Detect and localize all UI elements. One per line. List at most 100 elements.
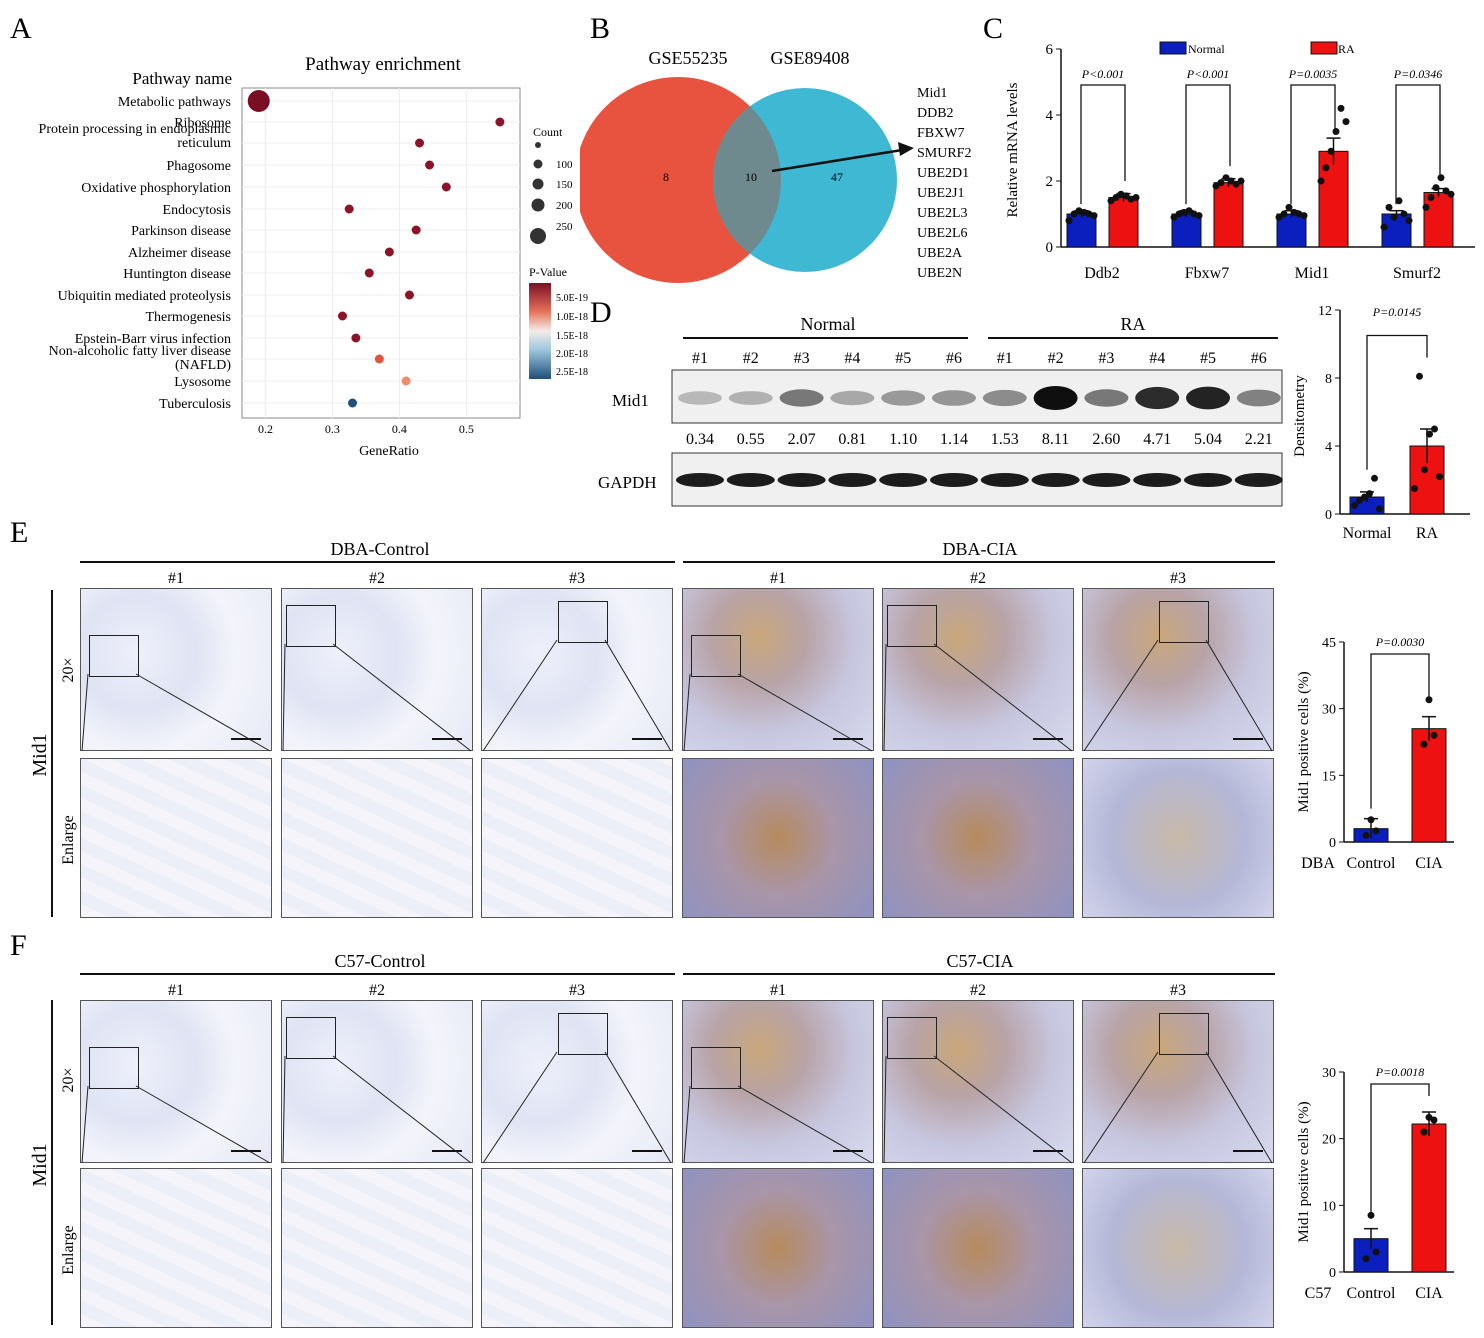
f-tile-enlarge [882,1168,1074,1328]
data-point [1420,1128,1428,1136]
gapdh-band [879,473,928,487]
y-tick-label: 15 [1322,769,1336,784]
mid1-band [1084,389,1129,407]
f-tile-20x [481,1000,673,1163]
bar [1411,1123,1447,1273]
e-zoom-box [1159,601,1209,643]
data-point [1132,194,1140,201]
f-chart-ylabel: Mid1 positive cells (%) [1296,1101,1312,1242]
blot-value: 1.10 [889,431,917,448]
e-group-control: DBA-Control [331,539,430,559]
e-row-label-mid1: Mid1 [29,733,51,776]
blot-lane-label: #6 [946,350,962,367]
data-point [1411,485,1418,492]
f-zoom-box [691,1047,741,1089]
e-tile-20x [882,588,1074,751]
venn-overlap [713,88,781,272]
f-tile-20x [1082,1000,1274,1163]
a-pathway-dot [364,268,374,278]
count-legend-dot-200 [531,198,545,212]
a-xtick: 0.2 [258,422,273,436]
f-row-enlarge: Enlarge [60,1225,77,1274]
blot-value: 2.60 [1092,431,1120,448]
data-point [1426,430,1433,438]
pvalue-legend-0: 5.0E-19 [556,293,588,304]
legend-ra-swatch [1310,41,1338,55]
count-legend-200: 200 [556,200,573,212]
a-pathway-label: Lysosome [174,375,231,390]
data-point [1400,210,1408,218]
venn-set2-label: GSE89408 [770,48,849,68]
f-scale-bar [432,1150,462,1152]
gapdh-band [726,473,775,487]
blot-value: 0.55 [737,431,765,448]
blot-lane-label: #1 [997,350,1013,367]
data-point [1395,197,1403,205]
legend-normal-label: Normal [1188,42,1225,56]
data-point [1122,192,1130,200]
f-chart-category: Control [1347,1285,1396,1302]
data-point [1107,197,1115,205]
f-tile-enlarge [281,1168,473,1328]
y-tick-label: 30 [1322,703,1336,718]
c-category-label: Ddb2 [1084,265,1120,282]
b-gene-label: FBXW7 [917,126,964,141]
f-zoom-box [887,1017,937,1059]
panel-a-plot-frame [241,87,521,419]
mid1-band [728,391,773,405]
a-pathway-label: Thermogenesis [145,310,231,325]
e-chart-category: CIA [1415,855,1443,872]
gapdh-band [676,473,724,487]
panel-a-xlabel: GeneRatio [359,444,419,459]
f-scale-bar [833,1150,863,1152]
data-point [1222,174,1230,182]
blot-value: 0.81 [838,431,866,448]
blot-group-normal: Normal [801,314,856,334]
venn-only2-count: 47 [831,170,843,184]
a-pathway-label: Parkinson disease [131,224,231,239]
f-tile-enlarge [682,1168,874,1328]
e-significance-bracket [1370,653,1430,809]
data-point [1185,207,1193,215]
b-gene-label: UBE2D1 [917,166,969,181]
d-chart-ylabel: Densitometry [1292,375,1308,457]
f-chart-strain: C57 [1305,1285,1332,1302]
data-point [1362,831,1370,839]
f-tile-20x [281,1000,473,1163]
e-scale-bar [632,738,662,740]
gapdh-band [1184,473,1232,487]
b-gene-label: Mid1 [917,86,947,101]
f-row-label-mid1: Mid1 [29,1143,51,1186]
b-gene-label: UBE2N [917,266,962,281]
blot-value: 0.34 [686,431,714,448]
count-legend-250: 250 [556,221,573,233]
pvalue-legend-2: 1.5E-18 [556,331,588,342]
data-point [1385,203,1393,211]
data-point [1437,174,1445,182]
a-pathway-dot [247,90,270,112]
e-sample-label: #1 [770,570,786,587]
f-row-20x: 20× [60,1067,77,1092]
e-zoom-box [887,605,937,647]
e-tile-20x [682,588,874,751]
blot-value: 2.21 [1245,431,1273,448]
f-group-cia: C57-CIA [947,951,1014,971]
a-pathway-dot [401,376,411,386]
e-scale-bar [231,738,261,740]
data-point [1362,1255,1370,1263]
data-point [1372,827,1380,835]
a-pathway-label: Phagosome [166,159,231,174]
c-significance-bracket [1290,84,1336,205]
a-pathway-dot [415,138,425,148]
blot-row-mid1: Mid1 [612,391,649,410]
data-point [1232,180,1240,188]
mid1-band [1135,386,1180,410]
data-point [1371,474,1378,482]
a-pathway-dot [495,117,505,127]
data-point [1376,505,1383,513]
count-legend-dot-250 [530,228,546,244]
data-point [1280,210,1288,218]
gapdh-band [828,473,877,487]
data-point [1300,212,1308,220]
data-point [1421,466,1428,474]
